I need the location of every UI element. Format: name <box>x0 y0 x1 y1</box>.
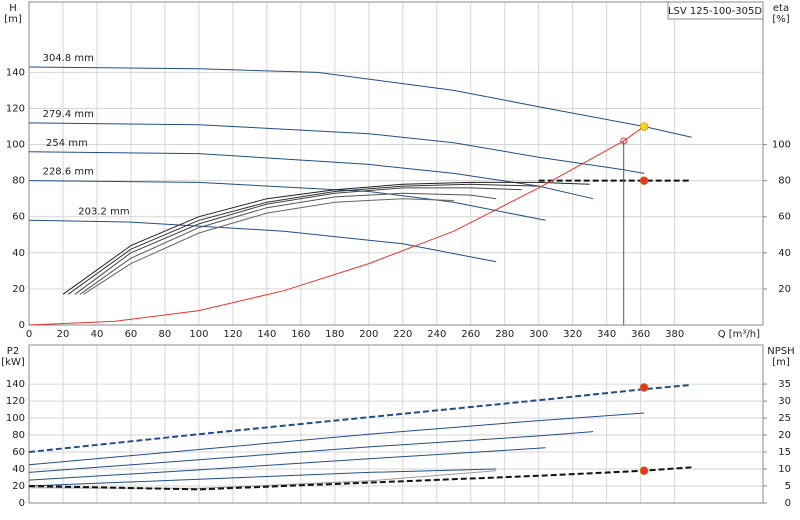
y-tick-label: 140 <box>6 379 25 390</box>
y2-tick-label: 0 <box>785 498 791 509</box>
x-tick-label: 380 <box>665 329 684 340</box>
curve <box>62 181 590 295</box>
curve <box>28 180 546 221</box>
y-tick-label: 100 <box>6 413 25 424</box>
y2-tick-label: 40 <box>778 248 791 259</box>
y-tick-label: 100 <box>6 140 25 151</box>
y-axis-label: H <box>9 3 17 14</box>
y2-tick-label: 5 <box>785 481 791 492</box>
x-tick-label: 40 <box>91 329 104 340</box>
x-axis-label: Q [m³/h] <box>718 329 760 340</box>
curve <box>28 468 497 487</box>
x-tick-label: 20 <box>57 329 70 340</box>
y2-tick-label: 100 <box>772 140 791 151</box>
curve <box>28 151 594 200</box>
chart-title: LSV 125-100-305D <box>668 6 762 17</box>
curve <box>67 183 539 295</box>
x-tick-label: 180 <box>325 329 344 340</box>
curve <box>28 126 645 326</box>
curve <box>28 412 645 466</box>
y-axis-unit: [kW] <box>1 357 25 368</box>
x-tick-label: 220 <box>393 329 412 340</box>
y-tick-label: 120 <box>6 396 25 407</box>
y2-axis-unit: [m] <box>772 357 790 368</box>
y-axis-unit: [m] <box>4 14 22 25</box>
y-tick-label: 40 <box>12 248 25 259</box>
y2-tick-label: 10 <box>778 464 791 475</box>
y-tick-label: 80 <box>12 176 25 187</box>
y-tick-label: 20 <box>12 284 25 295</box>
x-tick-label: 80 <box>159 329 172 340</box>
operating-point <box>620 137 628 145</box>
y-axis-label: P2 <box>7 346 19 357</box>
x-tick-label: 200 <box>359 329 378 340</box>
y2-tick-label: 35 <box>778 379 791 390</box>
x-tick-label: 60 <box>125 329 138 340</box>
curve-label: 254 mm <box>46 138 88 149</box>
x-tick-label: 300 <box>529 329 548 340</box>
x-tick-label: 160 <box>291 329 310 340</box>
curve <box>28 122 645 174</box>
curve-label: 279.4 mm <box>43 109 94 120</box>
operating-point <box>639 176 649 185</box>
x-tick-label: 360 <box>631 329 650 340</box>
y2-axis-label: NPSH <box>767 346 794 357</box>
y-tick-label: 140 <box>6 67 25 78</box>
y-tick-label: 120 <box>6 103 25 114</box>
y2-tick-label: 60 <box>778 212 791 223</box>
y2-tick-label: 15 <box>778 447 791 458</box>
y-tick-label: 40 <box>12 464 25 475</box>
curve-label: 203.2 mm <box>78 206 129 217</box>
y-tick-label: 60 <box>12 447 25 458</box>
x-tick-label: 120 <box>223 329 242 340</box>
operating-point <box>639 122 649 131</box>
curve <box>28 383 692 453</box>
curve <box>74 187 522 295</box>
curve <box>28 66 692 138</box>
curve-label: 304.8 mm <box>43 53 94 64</box>
curve <box>28 219 497 263</box>
title-box <box>667 1 764 20</box>
curve <box>83 198 454 295</box>
x-tick-label: 320 <box>563 329 582 340</box>
y2-tick-label: 30 <box>778 396 791 407</box>
curve <box>28 466 692 491</box>
y2-tick-label: 80 <box>778 176 791 187</box>
x-tick-label: 100 <box>189 329 208 340</box>
curve <box>79 192 497 295</box>
y2-axis-unit: [%] <box>772 14 789 25</box>
x-tick-label: 260 <box>461 329 480 340</box>
x-tick-label: 280 <box>495 329 514 340</box>
operating-point <box>639 383 649 392</box>
plot-frame <box>28 344 764 504</box>
x-tick-label: 240 <box>427 329 446 340</box>
y-tick-label: 0 <box>19 320 25 331</box>
plot-frame <box>28 1 764 326</box>
y-tick-label: 20 <box>12 481 25 492</box>
curve <box>28 447 546 481</box>
y-tick-label: 0 <box>19 498 25 509</box>
x-tick-label: 340 <box>597 329 616 340</box>
curve <box>28 431 594 473</box>
curve-label: 228.6 mm <box>43 167 94 178</box>
y2-tick-label: 20 <box>778 430 791 441</box>
y2-axis-label: eta <box>773 3 789 14</box>
y2-tick-label: 25 <box>778 413 791 424</box>
y2-tick-label: 20 <box>778 284 791 295</box>
y-tick-label: 80 <box>12 430 25 441</box>
x-tick-label: 140 <box>257 329 276 340</box>
x-tick-label: 0 <box>26 329 32 340</box>
y-tick-label: 60 <box>12 212 25 223</box>
operating-point <box>639 466 649 476</box>
